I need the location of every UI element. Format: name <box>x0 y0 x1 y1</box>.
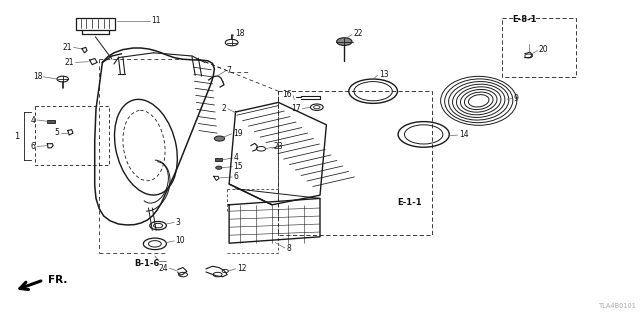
Text: 9: 9 <box>513 94 518 103</box>
Text: 10: 10 <box>175 236 185 245</box>
Text: E-1-1: E-1-1 <box>397 198 421 207</box>
Text: 21: 21 <box>65 58 74 67</box>
Text: 18: 18 <box>33 72 42 81</box>
Text: 14: 14 <box>459 130 468 139</box>
Text: 24: 24 <box>158 264 168 273</box>
Text: 4: 4 <box>234 153 239 162</box>
Bar <box>215 158 222 161</box>
Circle shape <box>214 136 225 141</box>
Circle shape <box>216 166 222 169</box>
Text: 22: 22 <box>353 29 363 38</box>
Text: 16: 16 <box>282 90 292 99</box>
Text: 15: 15 <box>234 162 243 171</box>
Bar <box>76 18 115 30</box>
Text: E-8-1: E-8-1 <box>512 15 536 24</box>
Text: 17: 17 <box>291 104 301 113</box>
Text: 2: 2 <box>222 104 227 113</box>
Text: 11: 11 <box>152 16 161 25</box>
Text: 6: 6 <box>31 142 36 151</box>
Circle shape <box>337 38 352 45</box>
Bar <box>502 18 576 77</box>
Text: 20: 20 <box>539 45 548 54</box>
Bar <box>35 106 109 165</box>
Text: B-1-6: B-1-6 <box>134 259 160 268</box>
Text: 5: 5 <box>54 128 60 137</box>
Bar <box>47 120 55 123</box>
Bar <box>278 91 432 235</box>
Text: 13: 13 <box>379 70 388 79</box>
Text: 8: 8 <box>286 244 291 253</box>
Text: 12: 12 <box>237 264 246 273</box>
Text: 7: 7 <box>227 66 232 75</box>
Text: FR.: FR. <box>48 275 67 285</box>
Text: 3: 3 <box>175 218 180 227</box>
Text: 4: 4 <box>31 116 36 124</box>
Text: 18: 18 <box>235 29 244 38</box>
Text: 21: 21 <box>62 43 72 52</box>
Text: 6: 6 <box>234 172 239 181</box>
Text: 1: 1 <box>14 132 19 140</box>
Text: 19: 19 <box>233 129 243 138</box>
Text: TLA4B0101: TLA4B0101 <box>599 303 637 308</box>
Text: 23: 23 <box>273 142 283 151</box>
